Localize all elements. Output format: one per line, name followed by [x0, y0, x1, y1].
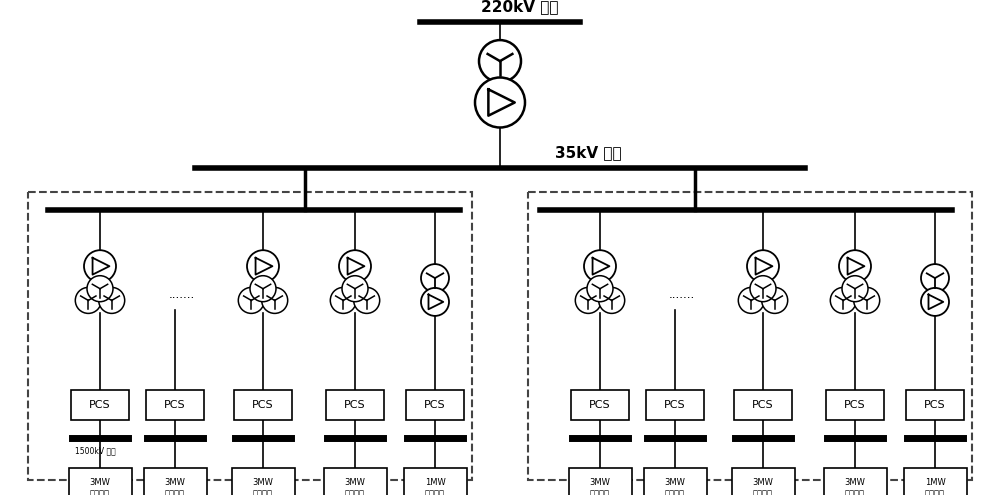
- Text: .......: .......: [668, 289, 695, 301]
- Circle shape: [475, 78, 525, 128]
- Bar: [571, 390, 629, 420]
- Circle shape: [421, 288, 449, 316]
- Circle shape: [238, 288, 264, 313]
- Text: PCS: PCS: [752, 400, 774, 410]
- Circle shape: [479, 40, 521, 82]
- Bar: [904, 468, 966, 495]
- Text: 220kV 母线: 220kV 母线: [481, 0, 559, 14]
- Bar: [734, 390, 792, 420]
- Bar: [826, 390, 884, 420]
- Text: PCS: PCS: [589, 400, 611, 410]
- Circle shape: [339, 250, 371, 282]
- Text: PCS: PCS: [252, 400, 274, 410]
- Circle shape: [87, 276, 113, 301]
- Circle shape: [587, 276, 613, 301]
- Circle shape: [75, 288, 101, 313]
- Circle shape: [738, 288, 764, 313]
- Text: PCS: PCS: [164, 400, 186, 410]
- Circle shape: [342, 276, 368, 301]
- Text: 3MW
储能单元: 3MW 储能单元: [590, 478, 610, 495]
- Bar: [146, 390, 204, 420]
- Text: 35kV 母线: 35kV 母线: [555, 145, 622, 160]
- Circle shape: [842, 276, 868, 301]
- Text: 1MW
储能单元: 1MW 储能单元: [425, 478, 445, 495]
- Text: 3MW
储能单元: 3MW 储能单元: [753, 478, 773, 495]
- Circle shape: [99, 288, 125, 313]
- Circle shape: [921, 264, 949, 292]
- Circle shape: [854, 288, 880, 313]
- Text: 3MW
储能单元: 3MW 储能单元: [90, 478, 110, 495]
- Text: 3MW
储能单元: 3MW 储能单元: [253, 478, 273, 495]
- Text: 1MW
储能单元: 1MW 储能单元: [925, 478, 945, 495]
- Circle shape: [84, 250, 116, 282]
- Text: 3MW
储能单元: 3MW 储能单元: [165, 478, 185, 495]
- Circle shape: [421, 264, 449, 292]
- Bar: [406, 390, 464, 420]
- Circle shape: [575, 288, 601, 313]
- Text: PCS: PCS: [89, 400, 111, 410]
- Circle shape: [584, 250, 616, 282]
- Circle shape: [921, 288, 949, 316]
- Text: PCS: PCS: [344, 400, 366, 410]
- Bar: [326, 390, 384, 420]
- Text: .......: .......: [168, 289, 195, 301]
- Bar: [644, 468, 706, 495]
- Text: PCS: PCS: [664, 400, 686, 410]
- Bar: [232, 468, 294, 495]
- Bar: [528, 192, 972, 480]
- Bar: [906, 390, 964, 420]
- Circle shape: [247, 250, 279, 282]
- Circle shape: [747, 250, 779, 282]
- Bar: [824, 468, 887, 495]
- Circle shape: [750, 276, 776, 301]
- Text: 3MW
储能单元: 3MW 储能单元: [345, 478, 365, 495]
- Circle shape: [250, 276, 276, 301]
- Bar: [404, 468, 466, 495]
- Circle shape: [762, 288, 788, 313]
- Circle shape: [330, 288, 356, 313]
- Text: 3MW
储能单元: 3MW 储能单元: [665, 478, 685, 495]
- Bar: [324, 468, 386, 495]
- Bar: [28, 192, 472, 480]
- Circle shape: [599, 288, 625, 313]
- Circle shape: [262, 288, 288, 313]
- Bar: [234, 390, 292, 420]
- Circle shape: [839, 250, 871, 282]
- Circle shape: [354, 288, 380, 313]
- Text: 1500kV 电缆: 1500kV 电缆: [75, 446, 116, 455]
- Bar: [144, 468, 207, 495]
- Bar: [68, 468, 132, 495]
- Text: PCS: PCS: [424, 400, 446, 410]
- Bar: [732, 468, 794, 495]
- Bar: [646, 390, 704, 420]
- Bar: [568, 468, 632, 495]
- Circle shape: [830, 288, 856, 313]
- Text: PCS: PCS: [924, 400, 946, 410]
- Text: PCS: PCS: [844, 400, 866, 410]
- Bar: [71, 390, 129, 420]
- Text: 3MW
储能单元: 3MW 储能单元: [845, 478, 865, 495]
